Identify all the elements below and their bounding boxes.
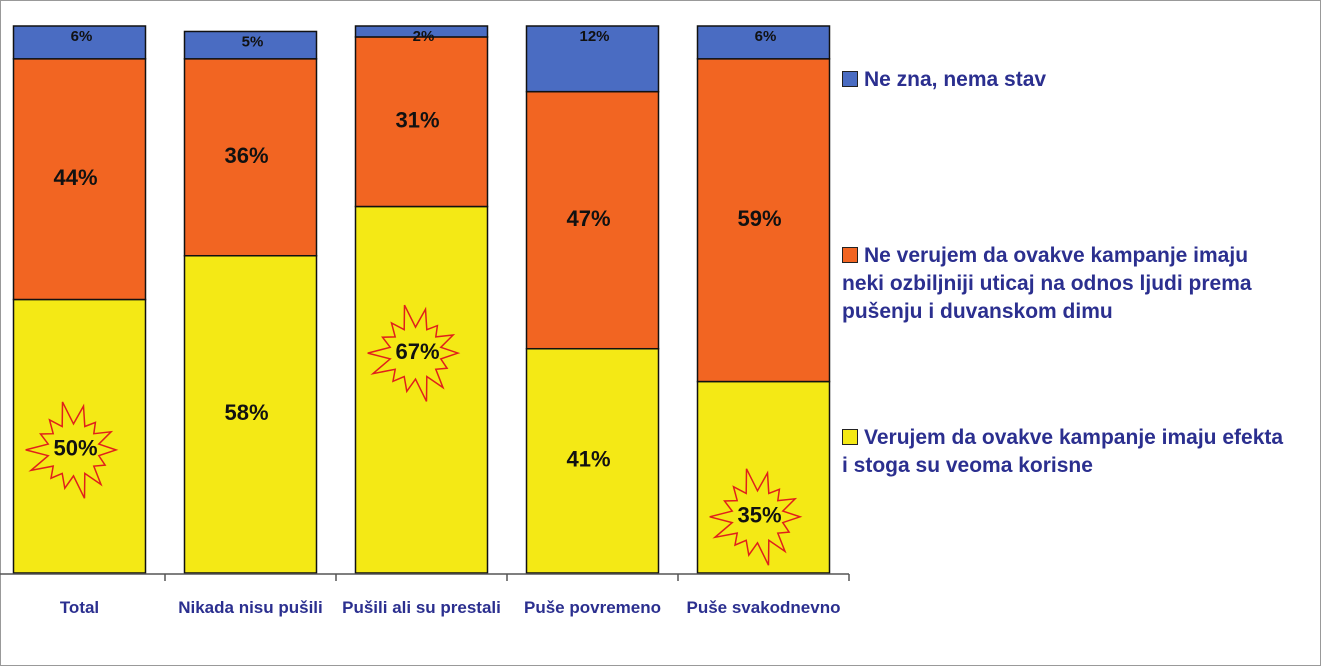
value-label: 67% — [395, 339, 439, 364]
x-tick-label: Total — [59, 598, 100, 617]
bar-segment — [696, 58, 831, 383]
bar-segment — [12, 25, 147, 60]
value-label: 50% — [53, 436, 97, 461]
bar-segment — [183, 254, 318, 574]
bar-segment — [696, 380, 831, 574]
x-tick-label: Nikada nisu pušili — [178, 598, 323, 617]
value-label: 31% — [395, 108, 439, 133]
legend-swatch — [842, 429, 858, 445]
value-label: 47% — [566, 206, 610, 231]
x-tick-label: Puše povremeno — [524, 598, 661, 617]
legend-label: Ne verujem da ovakve kampanje imaju neki… — [842, 244, 1252, 323]
x-tick-label: Puše svakodnevno — [686, 598, 841, 617]
x-tick-label: Pušili ali su prestali — [342, 598, 501, 617]
bar-segment — [696, 25, 831, 60]
value-label: 35% — [737, 503, 781, 528]
value-label: 6% — [71, 28, 93, 45]
value-label: 2% — [413, 28, 435, 45]
bar-segment — [354, 36, 489, 208]
bar-segment — [525, 25, 660, 93]
bar-segment — [525, 347, 660, 574]
value-label: 6% — [755, 28, 777, 45]
value-label: 44% — [53, 165, 97, 190]
legend-item: Ne zna, nema stav — [842, 66, 1292, 94]
starburst — [367, 304, 461, 402]
legend-item: Verujem da ovakve kampanje imaju efekta … — [842, 424, 1292, 480]
starburst — [709, 468, 803, 566]
legend-label: Ne zna, nema stav — [864, 68, 1047, 91]
bar-segment — [183, 58, 318, 257]
value-label: 58% — [224, 400, 268, 425]
value-label: 59% — [737, 206, 781, 231]
value-label: 5% — [242, 33, 264, 50]
legend-label: Verujem da ovakve kampanje imaju efekta … — [842, 426, 1284, 477]
starburst — [25, 401, 119, 499]
value-label: 12% — [579, 28, 609, 45]
legend-item: Ne verujem da ovakve kampanje imaju neki… — [842, 242, 1292, 326]
bar-segment — [12, 58, 147, 301]
value-label: 36% — [224, 143, 268, 168]
bar-segment — [183, 30, 318, 60]
legend-swatch — [842, 71, 858, 87]
bar-segment — [354, 25, 489, 38]
value-label: 41% — [566, 447, 610, 472]
bar-segment — [525, 90, 660, 350]
legend-swatch — [842, 247, 858, 263]
